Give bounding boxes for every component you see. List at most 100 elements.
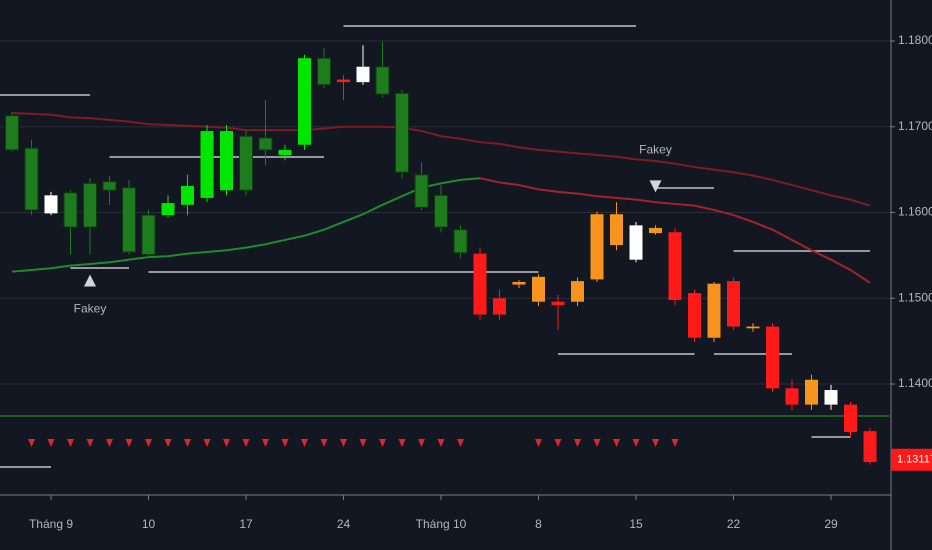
signal-marker: [164, 439, 172, 447]
candle-body: [278, 149, 292, 156]
candle-body: [337, 79, 350, 83]
signal-marker: [184, 439, 191, 447]
candle-body: [649, 227, 662, 234]
candle-body: [805, 379, 818, 405]
candle-body: [356, 66, 370, 83]
candle-body: [668, 232, 682, 300]
candle-body: [571, 281, 584, 302]
signal-marker: [340, 439, 347, 447]
candle-body: [63, 192, 78, 228]
candle-body: [863, 431, 877, 463]
signal-marker: [632, 439, 640, 447]
candle-body: [785, 388, 799, 405]
signal-marker: [652, 439, 659, 447]
candle-body: [83, 182, 97, 228]
x-tick-label: 17: [239, 517, 253, 531]
candle-body: [493, 298, 506, 315]
signal-marker: [86, 439, 94, 447]
candle-body: [258, 137, 273, 151]
signal-marker: [379, 439, 386, 447]
candle-body: [473, 253, 487, 315]
y-tick-label: 1.17000: [898, 119, 932, 133]
candle-body: [141, 214, 156, 256]
signal-marker: [203, 439, 211, 447]
candle-body: [102, 181, 117, 191]
candle-body: [746, 326, 760, 329]
annotation-label: Fakey: [639, 143, 672, 157]
signal-marker: [593, 439, 601, 447]
y-tick-label: 1.15000: [898, 290, 932, 304]
signal-marker: [554, 439, 562, 447]
candle-body: [5, 115, 19, 151]
annotation-arrow: [84, 274, 96, 287]
x-tick-label: 10: [142, 517, 156, 531]
signal-marker: [223, 439, 230, 447]
candle-body: [590, 214, 604, 280]
signal-marker: [418, 439, 425, 447]
signal-marker: [359, 439, 367, 447]
annotation-label: Fakey: [74, 302, 107, 316]
signal-marker: [574, 439, 581, 447]
candle-body: [395, 92, 409, 173]
signal-marker: [28, 439, 35, 447]
x-tick-label: 15: [629, 517, 643, 531]
candle-body: [181, 185, 194, 205]
candle-body: [512, 281, 526, 285]
y-tick-label: 1.14000: [898, 376, 932, 390]
candle-body: [551, 301, 565, 306]
x-tick-label: 29: [824, 517, 838, 531]
candle-body: [844, 404, 857, 433]
last-price-box: [891, 448, 932, 471]
signal-marker: [398, 439, 406, 447]
candle-body: [239, 135, 253, 191]
candle-body: [688, 293, 701, 338]
candle-body: [610, 214, 623, 246]
annotation-arrow: [649, 180, 662, 193]
signal-marker: [145, 439, 152, 447]
candle-body: [44, 195, 58, 214]
x-tick-label: 24: [337, 517, 351, 531]
candle-body: [453, 229, 468, 254]
candle-body: [317, 57, 331, 86]
signal-marker: [320, 439, 328, 447]
candle-body: [24, 147, 39, 211]
moving-average: [11, 112, 871, 207]
signal-marker: [613, 439, 620, 447]
signal-marker: [125, 439, 133, 447]
x-tick-label: 22: [727, 517, 741, 531]
candle-body: [220, 131, 233, 191]
candle-body: [707, 283, 721, 338]
signal-marker: [281, 439, 289, 447]
moving-average: [11, 177, 481, 273]
candle-body: [298, 58, 311, 145]
signal-marker: [67, 439, 74, 447]
candle-body: [532, 276, 545, 302]
signal-marker: [242, 439, 250, 447]
candle-body: [766, 326, 779, 389]
signal-marker: [106, 439, 113, 447]
candle-body: [629, 225, 643, 260]
y-tick-label: 1.18000: [898, 33, 932, 47]
signal-marker: [437, 439, 445, 447]
plot-area: Fakey Fakey: [0, 24, 890, 468]
candle-body: [434, 194, 448, 228]
signal-marker: [671, 439, 679, 447]
last-price-label: 1.13117: [897, 454, 932, 466]
x-tick-label: Tháng 9: [29, 517, 73, 531]
candle-body: [122, 187, 136, 253]
signal-marker: [535, 439, 542, 447]
candle-body: [824, 390, 838, 405]
signal-marker: [262, 439, 269, 447]
candle-body: [161, 203, 175, 216]
signal-marker: [457, 439, 464, 447]
x-tick-label: Tháng 10: [416, 517, 467, 531]
y-tick-label: 1.16000: [898, 205, 932, 219]
x-tick-label: 8: [535, 517, 542, 531]
candle-body: [200, 131, 214, 198]
candle-body: [414, 174, 429, 208]
moving-average: [479, 177, 871, 284]
candle-body: [375, 66, 390, 95]
signal-marker: [301, 439, 308, 447]
